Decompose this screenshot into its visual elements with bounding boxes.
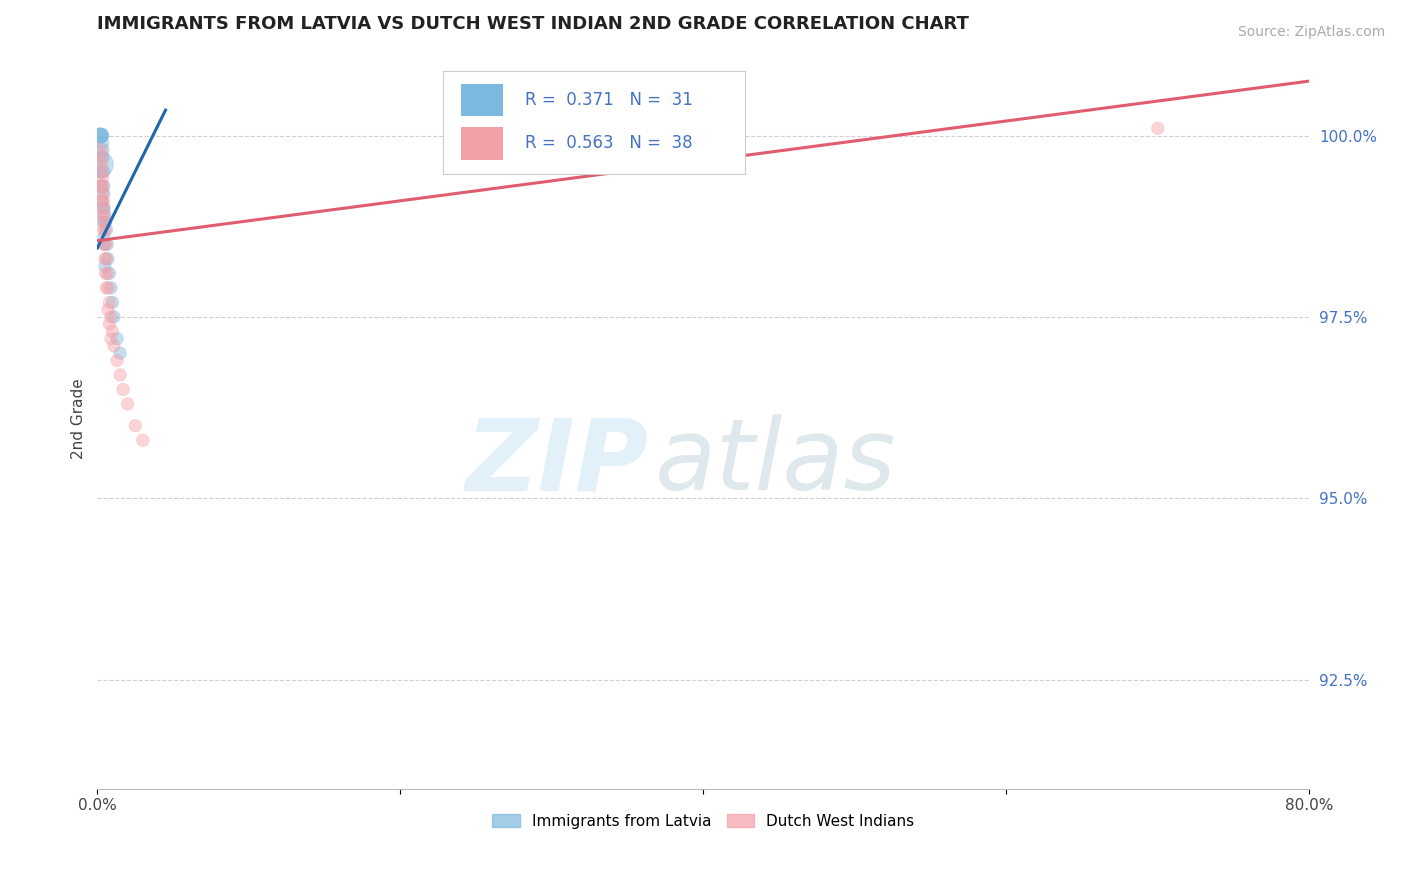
Point: [94, 208, 117, 222]
Point: [100, 332, 122, 346]
Point: [117, 397, 139, 411]
Point: [132, 434, 155, 448]
Point: [96, 237, 118, 252]
Point: [98, 266, 121, 280]
Point: [103, 339, 125, 353]
Point: [93, 186, 115, 201]
Point: [96, 266, 118, 280]
Point: [94, 223, 117, 237]
Text: R =  0.371   N =  31: R = 0.371 N = 31: [524, 91, 692, 109]
Point: [90, 172, 112, 186]
Point: [98, 317, 121, 331]
Point: [90, 128, 112, 143]
Point: [93, 201, 115, 215]
Point: [90, 128, 112, 143]
Point: [91, 216, 114, 230]
Point: [96, 252, 118, 266]
Point: [98, 295, 121, 310]
Point: [97, 281, 120, 295]
Point: [94, 266, 117, 280]
Point: [100, 310, 122, 324]
Point: [94, 216, 117, 230]
Point: [94, 259, 117, 273]
Point: [93, 179, 115, 194]
Point: [89, 157, 111, 171]
Point: [93, 223, 115, 237]
Y-axis label: 2nd Grade: 2nd Grade: [72, 378, 86, 458]
Point: [103, 310, 125, 324]
Point: [93, 237, 115, 252]
Text: Source: ZipAtlas.com: Source: ZipAtlas.com: [1237, 25, 1385, 39]
Text: atlas: atlas: [655, 415, 897, 511]
Point: [90, 165, 112, 179]
Point: [90, 194, 112, 208]
Point: [96, 281, 118, 295]
Point: [101, 295, 124, 310]
Point: [90, 136, 112, 150]
Point: [91, 194, 114, 208]
Point: [90, 194, 112, 208]
Point: [91, 208, 114, 222]
Point: [90, 157, 112, 171]
Point: [108, 368, 131, 382]
Text: ZIP: ZIP: [465, 415, 648, 511]
Point: [91, 150, 114, 164]
Point: [90, 128, 112, 143]
Legend: Immigrants from Latvia, Dutch West Indians: Immigrants from Latvia, Dutch West India…: [485, 806, 922, 837]
Point: [105, 353, 128, 368]
Point: [90, 165, 112, 179]
Point: [101, 325, 124, 339]
Point: [93, 230, 115, 244]
Text: IMMIGRANTS FROM LATVIA VS DUTCH WEST INDIAN 2ND GRADE CORRELATION CHART: IMMIGRANTS FROM LATVIA VS DUTCH WEST IND…: [97, 15, 969, 33]
Point: [93, 216, 115, 230]
Point: [91, 143, 114, 157]
Point: [89, 128, 111, 143]
Point: [112, 383, 135, 397]
Text: R =  0.563   N =  38: R = 0.563 N = 38: [524, 134, 692, 153]
Point: [91, 179, 114, 194]
Point: [91, 201, 114, 215]
Point: [91, 186, 114, 201]
Point: [94, 237, 117, 252]
Point: [100, 281, 122, 295]
Point: [124, 418, 146, 433]
Bar: [461, 127, 503, 160]
Point: [91, 165, 114, 179]
Point: [105, 332, 128, 346]
Point: [93, 237, 115, 252]
Point: [108, 346, 131, 360]
Point: [90, 150, 112, 164]
Bar: [461, 84, 503, 117]
Point: [94, 252, 117, 266]
Point: [96, 223, 118, 237]
Point: [90, 179, 112, 194]
Point: [90, 179, 112, 194]
Point: [1146, 121, 1168, 136]
Point: [89, 143, 111, 157]
Point: [93, 201, 115, 215]
Point: [97, 302, 120, 317]
Point: [93, 208, 115, 222]
Point: [97, 252, 120, 266]
